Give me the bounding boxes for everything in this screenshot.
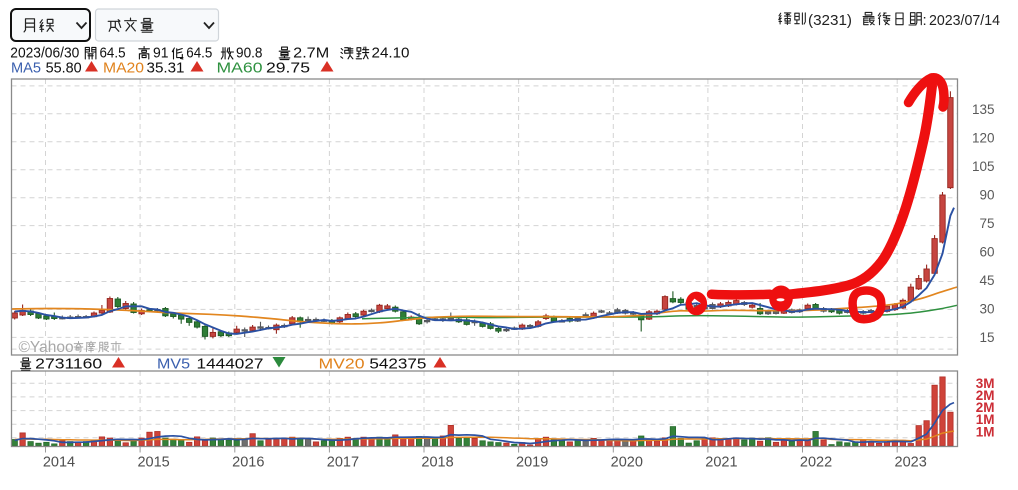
svg-text:120: 120 [972, 131, 995, 146]
svg-text:MV5: MV5 [157, 355, 190, 372]
svg-text:3M: 3M [976, 376, 995, 391]
svg-text:2M: 2M [976, 388, 995, 403]
svg-text:55.80: 55.80 [46, 59, 82, 76]
svg-text:35.31: 35.31 [147, 59, 185, 76]
svg-text:2014: 2014 [43, 455, 75, 471]
svg-text:2015: 2015 [137, 455, 169, 471]
svg-text:1M: 1M [976, 412, 995, 427]
svg-text:2.7M: 2.7M [293, 44, 329, 61]
svg-text:MA20: MA20 [103, 59, 144, 76]
svg-text:MA5: MA5 [11, 59, 41, 76]
svg-text:2731160: 2731160 [35, 355, 102, 372]
svg-text::: : [923, 12, 927, 29]
svg-text:2M: 2M [976, 400, 995, 415]
svg-text:MV20: MV20 [319, 355, 365, 372]
svg-text:2016: 2016 [232, 455, 264, 471]
svg-text:90: 90 [979, 188, 994, 203]
svg-text:MA60: MA60 [217, 59, 263, 76]
svg-text:1444027: 1444027 [197, 355, 264, 372]
svg-text:64.5: 64.5 [100, 44, 126, 61]
svg-text:2020: 2020 [611, 455, 643, 471]
svg-text:2021: 2021 [705, 455, 737, 471]
svg-text:2022: 2022 [800, 455, 832, 471]
svg-text:105: 105 [972, 159, 995, 174]
svg-text:©Yahoo: ©Yahoo [19, 339, 74, 356]
svg-text:90.8: 90.8 [236, 44, 263, 61]
svg-text:75: 75 [979, 216, 994, 231]
svg-text:542375: 542375 [369, 355, 426, 372]
svg-text:64.5: 64.5 [186, 44, 212, 61]
svg-text:45: 45 [979, 273, 994, 288]
svg-text:15: 15 [979, 330, 994, 345]
svg-text:91: 91 [153, 44, 169, 61]
svg-text:29.75: 29.75 [266, 59, 310, 76]
svg-text:1M: 1M [976, 424, 995, 439]
svg-text:135: 135 [972, 102, 995, 117]
svg-text:24.10: 24.10 [372, 44, 410, 61]
svg-text:60: 60 [979, 245, 994, 260]
svg-text:(3231): (3231) [808, 12, 852, 29]
svg-text:2023: 2023 [895, 455, 927, 471]
svg-text:2019: 2019 [516, 455, 548, 471]
svg-text:30: 30 [979, 302, 994, 317]
svg-text:2023/07/14: 2023/07/14 [929, 12, 1000, 29]
svg-text:2017: 2017 [327, 455, 359, 471]
svg-text:2023/06/30: 2023/06/30 [10, 44, 79, 61]
svg-text:2018: 2018 [421, 455, 453, 471]
